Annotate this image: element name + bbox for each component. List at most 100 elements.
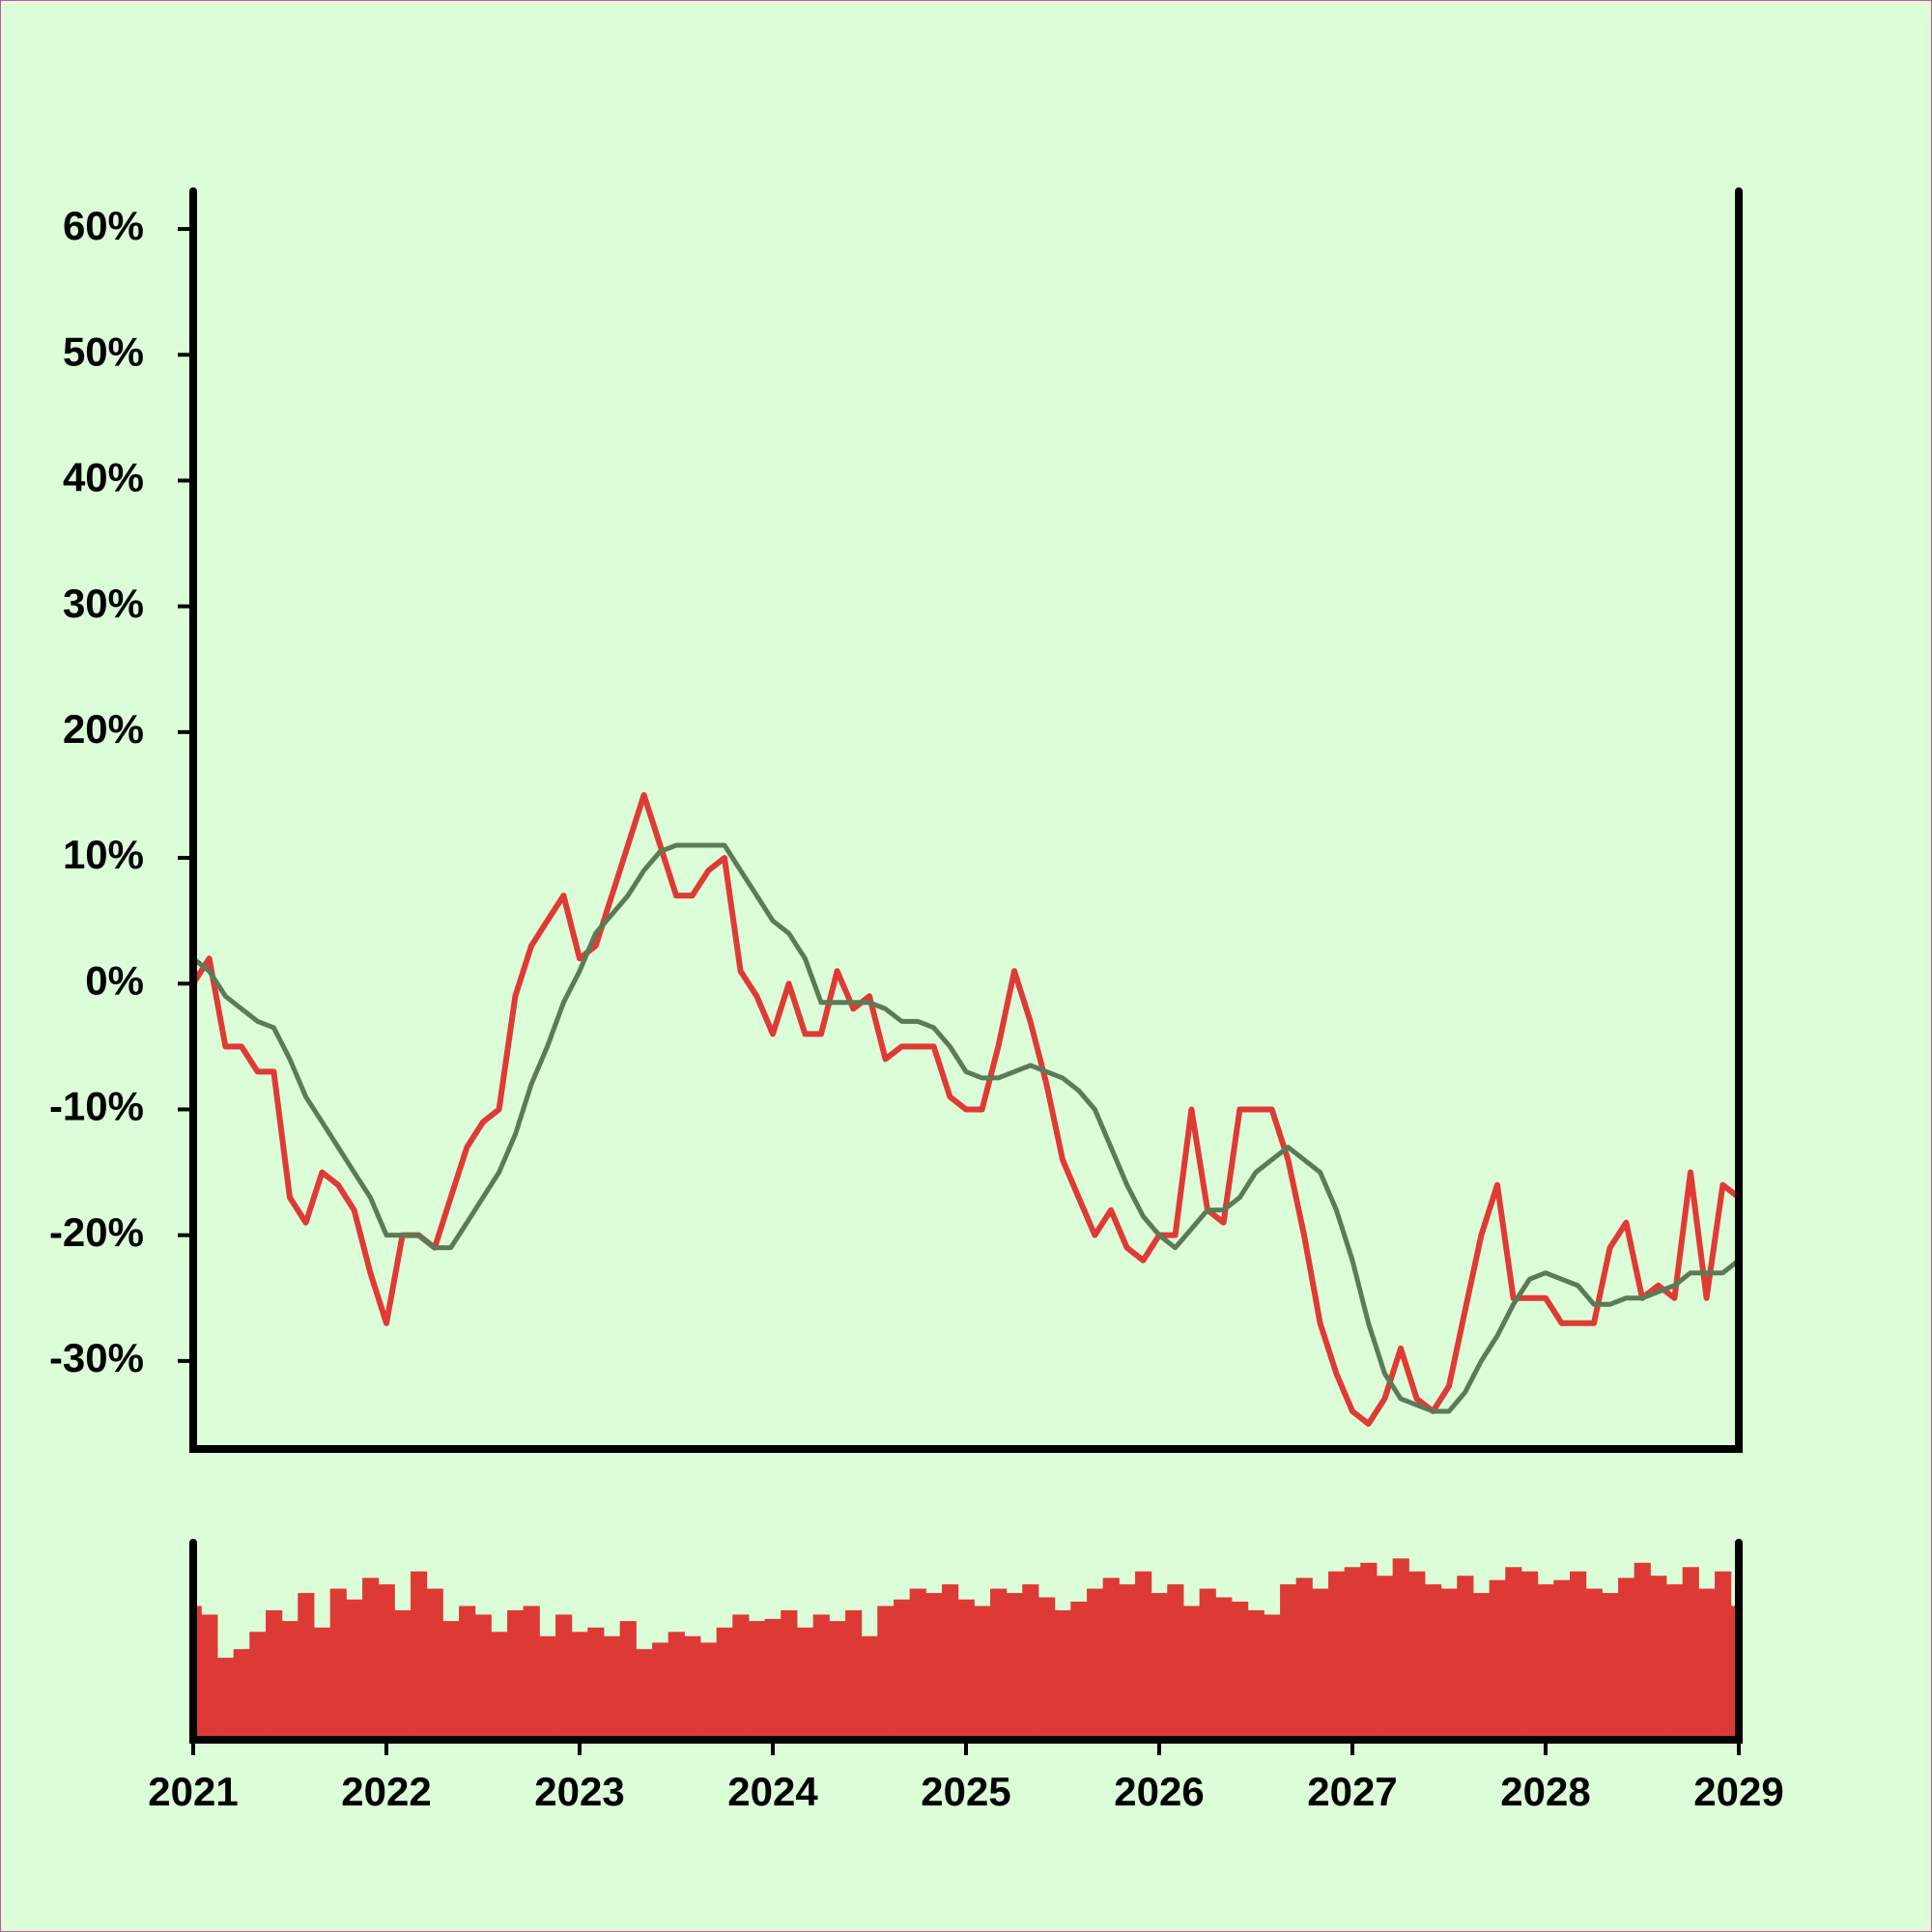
volume-bar [1570,1571,1587,1740]
volume-bar [1151,1593,1168,1740]
volume-bar [1537,1584,1554,1740]
volume-bar [732,1614,750,1740]
volume-bars [193,1558,1739,1740]
y-tick-label: 20% [63,706,144,752]
volume-bar [298,1593,315,1740]
volume-bar [1087,1588,1104,1740]
x-tick-label: 2029 [1693,1769,1783,1814]
volume-bar [1440,1588,1458,1740]
volume-bar [346,1599,363,1740]
volume-bar [555,1614,573,1740]
series-line [193,842,1739,1414]
volume-bar [1377,1576,1394,1740]
volume-bar [193,1605,202,1740]
volume-bar [1232,1602,1249,1740]
volume-bar [411,1571,428,1740]
volume-axes [189,1539,1743,1744]
volume-bar [1457,1576,1474,1740]
volume-bar [1135,1571,1152,1740]
y-tick-label: -30% [49,1335,144,1380]
volume-bar [1295,1577,1313,1740]
volume-bar [1038,1597,1056,1740]
y-tick-label: 10% [63,832,144,877]
volume-bar [491,1632,508,1740]
volume-bar [474,1614,492,1740]
volume-bar [539,1635,556,1740]
series-line [193,791,1739,1427]
x-tick-label: 2021 [148,1769,238,1814]
volume-bar [1730,1605,1739,1740]
volume-bar [217,1658,235,1740]
volume-bar [1585,1588,1603,1740]
volume-bar [1215,1597,1233,1740]
volume-bar [1328,1571,1346,1740]
volume-bar [1698,1588,1716,1740]
volume-bar [1618,1577,1635,1740]
y-tick-label: -20% [49,1209,144,1255]
volume-bar [1715,1571,1732,1740]
volume-bar [507,1609,525,1740]
y-tick-label: 0% [85,957,144,1003]
volume-bar [362,1577,380,1740]
volume-bar [1473,1593,1491,1740]
volume-bar [636,1649,653,1740]
volume-bar [1650,1576,1667,1740]
volume-bar [1408,1571,1426,1740]
volume-bar [861,1635,878,1740]
volume-bar [604,1635,621,1740]
volume-bar [249,1632,267,1740]
volume-bar [797,1627,814,1740]
volume-bar [812,1614,830,1740]
volume-bar [1280,1584,1297,1740]
x-tick-label: 2026 [1114,1769,1204,1814]
volume-bar [749,1621,766,1740]
y-tick-label: 50% [63,328,144,374]
x-tick-label: 2028 [1500,1769,1590,1814]
volume-bar [957,1599,975,1740]
volume-bar [1392,1558,1409,1740]
volume-bar [1602,1593,1619,1740]
volume-bar [459,1605,476,1740]
volume-bar [378,1584,395,1740]
volume-bar [1634,1562,1651,1740]
volume-bar [1553,1579,1571,1740]
volume-bar [394,1609,412,1740]
x-tick-label: 2022 [341,1769,431,1814]
volume-bar [1054,1609,1071,1740]
volume-bar [571,1632,588,1740]
volume-bar [764,1618,781,1740]
volume-bar [426,1588,443,1740]
volume-bar [894,1599,911,1740]
plot-area [193,791,1739,1427]
volume-bar [1167,1584,1184,1740]
volume-bar [716,1627,733,1740]
y-tick-label: 30% [63,581,144,626]
volume-bar [1505,1567,1522,1740]
volume-bar [700,1642,718,1740]
y-tick-label: 40% [63,455,144,500]
volume-bar [523,1605,540,1740]
volume-bar [1521,1571,1539,1740]
x-tick-label: 2023 [534,1769,624,1814]
volume-bar [1119,1584,1136,1740]
volume-bar [587,1627,605,1740]
volume-bar [974,1605,991,1740]
volume-bar [281,1621,298,1740]
volume-bar [990,1588,1008,1740]
volume-bar [619,1621,637,1740]
volume-bar [1183,1605,1201,1740]
volume-bar [1247,1609,1264,1740]
x-tick-label: 2024 [727,1769,818,1814]
volume-bar [1360,1562,1378,1740]
volume-bar [1425,1584,1442,1740]
main-axes [189,187,1743,1453]
y-tick-label: -10% [49,1084,144,1129]
volume-bar [684,1635,701,1740]
volume-bar [925,1593,943,1740]
volume-bar [877,1605,895,1740]
volume-bar [442,1621,460,1740]
volume-bar [329,1588,347,1740]
volume-bar [1312,1588,1329,1740]
y-tick-label: 60% [63,203,144,248]
volume-bar [829,1621,846,1740]
